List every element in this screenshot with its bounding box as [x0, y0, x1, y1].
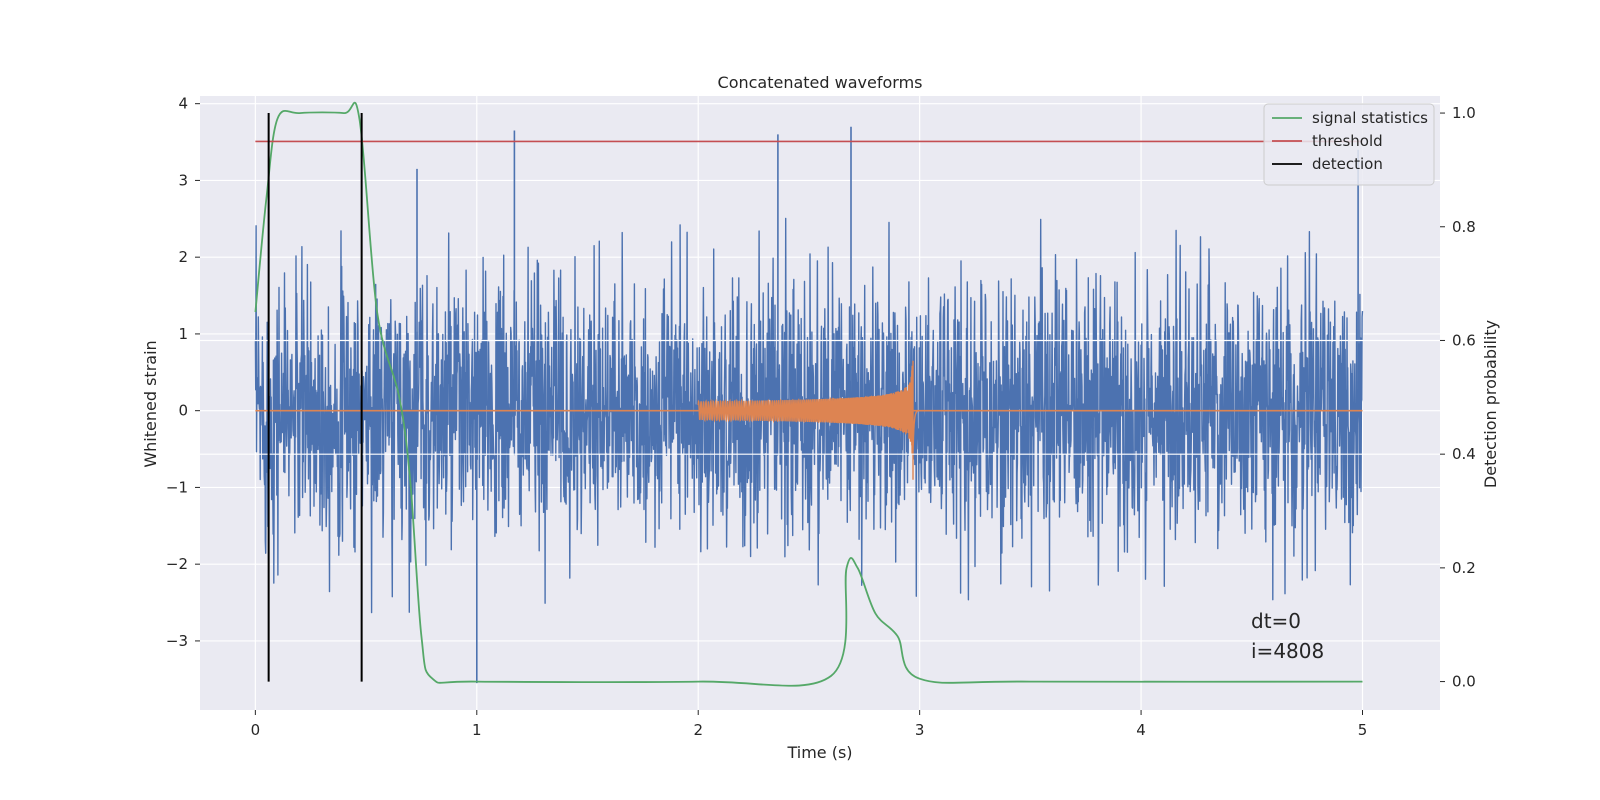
y-right-axis-label: Detection probability	[1481, 320, 1500, 488]
y-tick-label: 3	[178, 171, 188, 189]
y-right-tick-label: 1.0	[1452, 104, 1476, 122]
y-tick-label: −2	[166, 555, 188, 573]
y-tick-label: 0	[178, 402, 188, 420]
signal-statistics-line	[254, 101, 1363, 687]
x-tick-label: 0	[251, 721, 261, 739]
legend: signal statistics threshold detection	[1263, 103, 1435, 186]
y-right-tick-label: 0.2	[1452, 559, 1476, 577]
ticks: 0 1 2 3 4 5 −3 −2 −1 0 1 2 3 4 0.0 0.2 0.4 0.6 0.8 1.0	[166, 95, 1476, 739]
x-tick-label: 5	[1358, 721, 1368, 739]
chirp-series-line	[697, 360, 918, 480]
legend-label: threshold	[1312, 132, 1383, 150]
x-tick-label: 1	[472, 721, 482, 739]
x-tick-label: 3	[915, 721, 925, 739]
chart-title: Concatenated waveforms	[718, 73, 923, 92]
y-tick-label: 1	[178, 325, 188, 343]
y-right-tick-label: 0.6	[1452, 331, 1476, 349]
legend-label: signal statistics	[1312, 109, 1428, 127]
y-right-tick-label: 0.8	[1452, 218, 1476, 236]
x-tick-label: 4	[1136, 721, 1146, 739]
y-tick-label: −1	[166, 478, 188, 496]
y-tick-label: 4	[178, 95, 188, 113]
legend-box	[1263, 103, 1435, 186]
y-right-tick-label: 0.4	[1452, 445, 1476, 463]
noise-peak-spikes	[416, 126, 1359, 684]
x-axis-label: Time (s)	[786, 743, 852, 762]
annotation-index: i=4808	[1251, 639, 1324, 663]
annotation-dt: dt=0	[1251, 609, 1301, 633]
y-tick-label: −3	[166, 632, 188, 650]
noise-series-line	[254, 217, 1364, 614]
series-layer	[200, 101, 1440, 687]
legend-label: detection	[1312, 155, 1383, 173]
x-tick-label: 2	[693, 721, 703, 739]
y-axis-label: Whitened strain	[141, 340, 160, 467]
y-tick-label: 2	[178, 248, 188, 266]
y-right-tick-label: 0.0	[1452, 673, 1476, 691]
